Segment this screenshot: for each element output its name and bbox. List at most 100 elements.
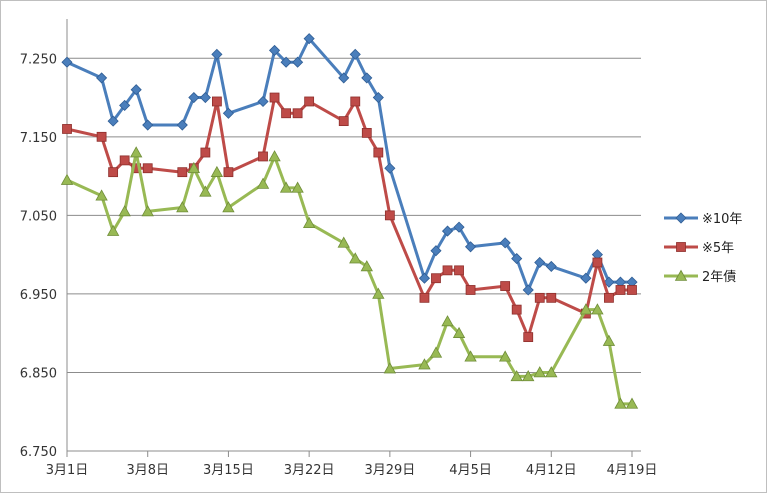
data-point-2y (118, 205, 131, 217)
data-point-10y (188, 91, 200, 104)
data-point-5y (373, 147, 384, 158)
data-point-10y (441, 225, 454, 237)
data-point-10y (119, 99, 131, 111)
data-point-10y (372, 91, 384, 104)
data-point-10y (603, 276, 615, 288)
data-point-10y (465, 241, 477, 253)
x-tick-label: 3月1日 (46, 463, 89, 478)
data-point-5y (269, 92, 280, 103)
data-point-5y (419, 292, 430, 303)
data-point-2y (441, 315, 454, 327)
data-point-2y (452, 326, 466, 338)
data-point-2y (602, 334, 616, 346)
data-point-2y (337, 236, 350, 248)
data-point-10y (257, 95, 269, 108)
data-point-10y (534, 256, 546, 269)
data-point-10y (211, 48, 223, 60)
data-point-2y (522, 370, 535, 382)
data-point-2y (106, 224, 120, 236)
data-point-10y (222, 107, 234, 119)
data-point-5y (304, 96, 315, 107)
y-tick-label: 7.150 (20, 131, 57, 146)
data-point-10y (511, 252, 523, 265)
data-point-2y (579, 303, 593, 315)
data-point-5y (465, 285, 476, 295)
data-point-2y (256, 177, 270, 189)
data-point-2y (498, 350, 512, 362)
data-point-2y (222, 201, 235, 213)
data-point-10y (580, 272, 592, 284)
data-point-2y (533, 366, 546, 378)
data-point-10y (130, 84, 142, 96)
data-point-2y (60, 173, 74, 185)
data-point-10y (303, 33, 315, 45)
data-point-5y (223, 167, 234, 178)
data-point-2y (279, 181, 293, 193)
y-tick-label: 7.050 (20, 209, 57, 224)
legend-item-10y: ※10年 (664, 212, 742, 227)
legend-label: 2年債 (702, 270, 736, 285)
data-point-5y (431, 273, 441, 284)
data-point-5y (177, 167, 188, 178)
data-point-5y (350, 96, 361, 107)
y-tick-label: 7.250 (20, 52, 57, 67)
data-point-5y (615, 285, 626, 295)
data-point-2y (429, 346, 443, 358)
data-point-2y (372, 287, 385, 299)
data-point-2y (176, 201, 189, 213)
legend-marker-10y (675, 212, 687, 224)
data-point-5y (258, 151, 268, 162)
data-point-2y (625, 397, 639, 409)
data-point-5y (108, 167, 119, 178)
data-point-10y (199, 91, 211, 104)
data-point-2y (302, 216, 316, 229)
y-tick-label: 6.750 (20, 445, 57, 460)
data-point-10y (142, 119, 154, 131)
data-point-10y (338, 72, 350, 84)
x-tick-label: 4月5日 (449, 463, 492, 478)
x-tick-label: 3月29日 (364, 463, 415, 478)
data-point-10y (418, 272, 431, 284)
data-point-10y (176, 119, 188, 131)
data-point-5y (62, 124, 72, 134)
data-point-2y (360, 260, 373, 272)
data-point-5y (338, 116, 349, 127)
y-tick-label: 6.850 (20, 366, 57, 381)
data-point-2y (95, 189, 108, 201)
data-point-5y (200, 147, 211, 158)
data-point-10y (384, 162, 396, 174)
data-point-2y (210, 165, 224, 177)
x-tick-label: 3月15日 (203, 463, 254, 478)
data-point-10y (292, 56, 304, 68)
data-point-2y (141, 205, 154, 217)
data-point-2y (187, 161, 201, 174)
data-point-2y (268, 150, 281, 162)
data-point-10y (61, 56, 73, 68)
data-point-10y (453, 221, 465, 233)
data-point-10y (545, 260, 557, 272)
data-point-5y (592, 257, 603, 268)
y-tick-label: 6.950 (20, 288, 57, 303)
data-point-5y (604, 292, 614, 303)
data-point-5y (500, 281, 511, 291)
data-point-5y (442, 265, 453, 276)
data-point-5y (292, 108, 303, 119)
data-point-5y (142, 163, 153, 174)
legend-label: ※5年 (702, 241, 734, 256)
legend-item-2y: 2年債 (664, 269, 736, 285)
series-10y (61, 33, 638, 296)
legend-marker-5y (676, 242, 686, 252)
data-point-5y (96, 131, 107, 142)
x-tick-label: 4月12日 (526, 463, 577, 478)
data-point-2y (349, 252, 362, 264)
data-point-5y (454, 265, 464, 276)
data-point-2y (464, 350, 477, 362)
x-tick-label: 4月19日 (607, 463, 658, 478)
data-point-2y (510, 370, 523, 382)
data-point-10y (522, 284, 534, 296)
data-point-10y (280, 56, 292, 68)
data-point-5y (511, 304, 522, 315)
data-point-5y (384, 210, 395, 221)
data-point-5y (523, 332, 534, 343)
